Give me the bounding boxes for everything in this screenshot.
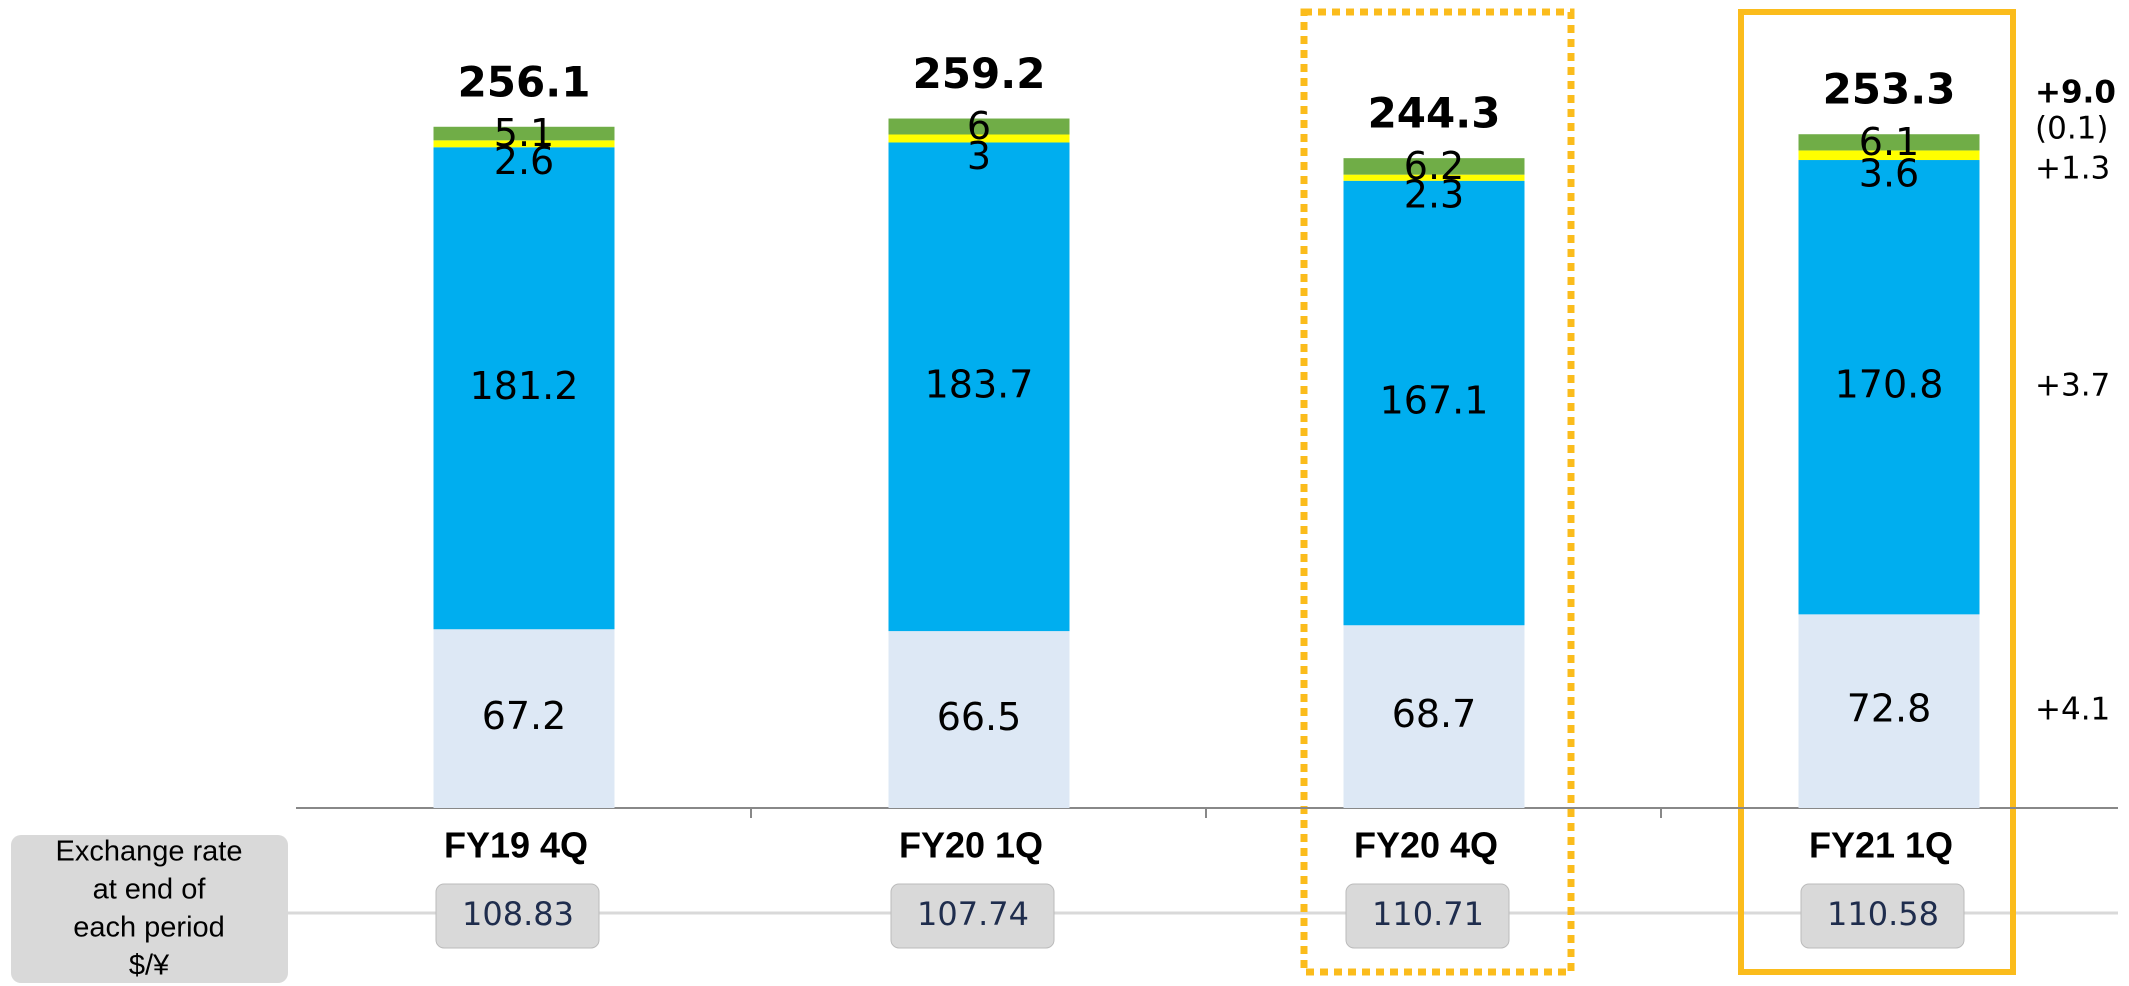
bar-segment (888, 631, 1070, 808)
fx-box (890, 883, 1055, 949)
change-label: +1.3 (2035, 151, 2110, 187)
segment-label: 183.7 (925, 362, 1034, 406)
change-label: +3.7 (2035, 368, 2110, 404)
segment-label: 6 (967, 104, 991, 148)
segment-label: 72.8 (1847, 687, 1932, 731)
fx-value: 108.83 (462, 895, 574, 933)
segment-label: 66.5 (937, 695, 1022, 739)
bar-segment (1343, 174, 1525, 181)
fx-label: $/¥ (129, 950, 170, 982)
segment-label: 67.2 (482, 694, 567, 738)
bar-segment (433, 126, 615, 141)
fx-box (435, 883, 600, 949)
fx-value: 107.74 (917, 895, 1029, 933)
bar-segment (1343, 158, 1525, 175)
total-label: 244.3 (1368, 89, 1501, 138)
bar-segment (888, 134, 1070, 143)
fx-label: at end of (93, 874, 207, 906)
segment-label: 68.7 (1392, 692, 1477, 736)
total-label: 259.2 (913, 49, 1046, 98)
x-tick-label: FY20 1Q (899, 825, 1043, 866)
segment-label: 2.3 (1404, 172, 1464, 216)
segment-label: 5.1 (494, 111, 554, 155)
segment-label: 6.2 (1404, 144, 1464, 188)
fx-box (1800, 883, 1965, 949)
bar-segment (1798, 614, 1980, 808)
fx-label: each period (73, 912, 225, 944)
bar-segment (1798, 134, 1980, 151)
segment-label: 6.1 (1859, 120, 1919, 164)
bar-segment (433, 140, 615, 148)
fx-value: 110.58 (1827, 895, 1939, 933)
bar-segment (1343, 625, 1525, 808)
fx-value: 110.71 (1372, 895, 1484, 933)
total-change: +9.0 (2035, 75, 2116, 111)
bar-segment (433, 147, 615, 630)
bar-segment (1343, 180, 1525, 626)
change-label: (0.1) (2035, 111, 2109, 147)
fx-label-box (11, 835, 288, 983)
highlight-dotted (1300, 8, 1575, 976)
change-label: +4.1 (2035, 692, 2110, 728)
total-label: 256.1 (458, 57, 591, 106)
segment-label: 167.1 (1380, 379, 1489, 423)
segment-label: 181.2 (470, 364, 579, 408)
x-tick-label: FY21 1Q (1809, 825, 1953, 866)
bar-segment (433, 629, 615, 808)
highlight-solid (1738, 9, 2016, 975)
fx-box (1345, 883, 1510, 949)
x-tick-label: FY20 4Q (1354, 825, 1498, 866)
x-tick-label: FY19 4Q (444, 825, 588, 866)
segment-label: 3 (967, 134, 991, 178)
bar-segment (888, 118, 1070, 135)
segment-label: 3.6 (1859, 152, 1919, 196)
fx-label: Exchange rate (55, 836, 242, 868)
bar-segment (1798, 150, 1980, 161)
segment-label: 2.6 (494, 139, 554, 183)
bar-segment (888, 142, 1070, 632)
total-label: 253.3 (1823, 65, 1956, 114)
bar-segment (1798, 160, 1980, 615)
segment-label: 170.8 (1835, 363, 1944, 407)
